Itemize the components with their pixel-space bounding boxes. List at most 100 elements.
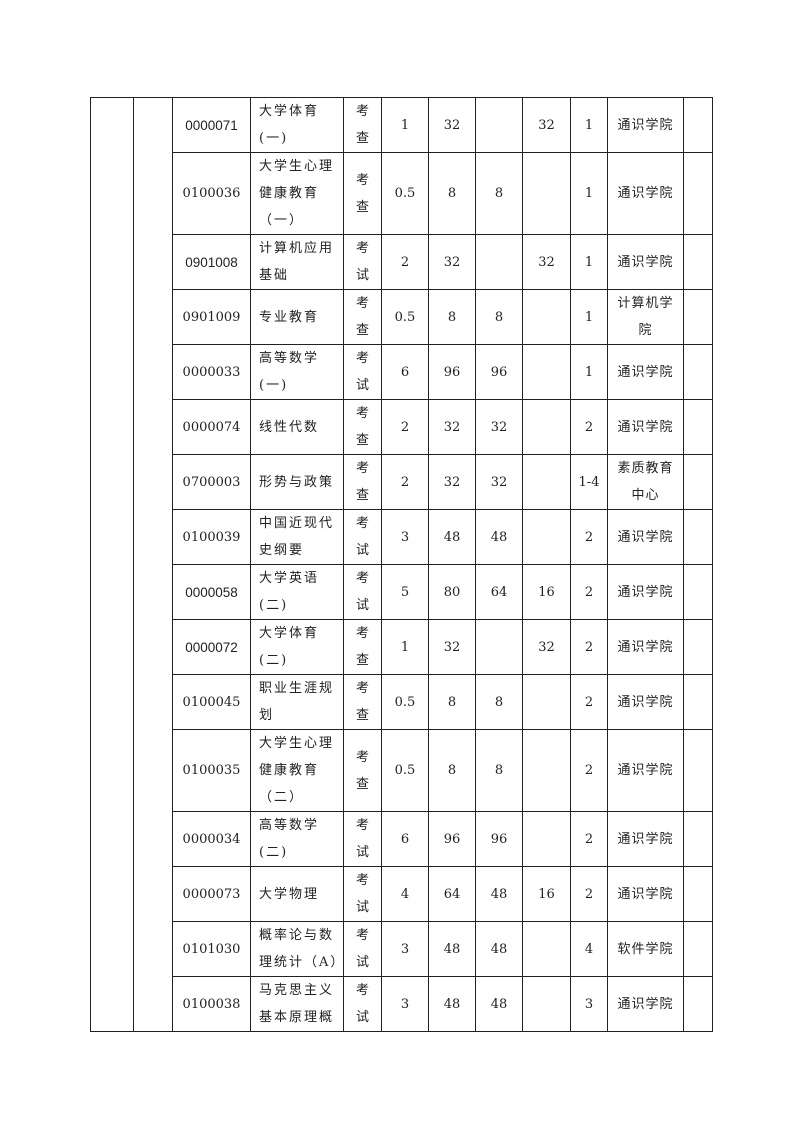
practice-hours-cell [522, 729, 571, 812]
note-cell [683, 509, 713, 565]
credits-cell: 0.5 [381, 674, 429, 730]
exam-type-cell: 考 查 [343, 399, 382, 455]
course-name-cell: 大学生心理 健康教育 （二） [250, 729, 344, 812]
practice-hours-cell [522, 454, 571, 510]
practice-hours-cell [522, 289, 571, 345]
course-name-cell: 职业生涯规 划 [250, 674, 344, 730]
semester-cell: 2 [570, 564, 608, 620]
practice-hours-cell: 16 [522, 866, 571, 922]
exam-type-cell: 考 查 [343, 289, 382, 345]
credits-cell: 0.5 [381, 729, 429, 812]
exam-type-cell: 考 查 [343, 97, 382, 153]
department-cell: 通识学院 [607, 729, 684, 812]
note-cell [683, 289, 713, 345]
credits-cell: 6 [381, 811, 429, 867]
total-hours-cell: 80 [428, 564, 476, 620]
practice-hours-cell [522, 674, 571, 730]
total-hours-cell: 32 [428, 234, 476, 290]
total-hours-cell: 48 [428, 509, 476, 565]
department-cell: 计算机学 院 [607, 289, 684, 345]
department-cell: 软件学院 [607, 921, 684, 977]
credits-cell: 2 [381, 234, 429, 290]
semester-cell: 1 [570, 289, 608, 345]
department-cell: 通识学院 [607, 811, 684, 867]
table-row: 0100039 中国近现代 史纲要考 试 3 48 48 2 通识学院 [91, 509, 713, 565]
category-cell [90, 97, 134, 1032]
note-cell [683, 564, 713, 620]
lecture-hours-cell: 32 [475, 399, 523, 455]
semester-cell: 2 [570, 729, 608, 812]
table-row: 0000073 大学物理考 试 4 64 48 16 2 通识学院 [91, 866, 713, 922]
semester-cell: 1 [570, 234, 608, 290]
semester-cell: 2 [570, 811, 608, 867]
department-cell: 素质教育 中心 [607, 454, 684, 510]
total-hours-cell: 96 [428, 811, 476, 867]
table-row: 0100045 职业生涯规 划考 查 0.5 8 8 2 通识学院 [91, 674, 713, 730]
department-cell: 通识学院 [607, 619, 684, 675]
exam-type-cell: 考 试 [343, 866, 382, 922]
total-hours-cell: 32 [428, 454, 476, 510]
lecture-hours-cell: 32 [475, 454, 523, 510]
table-row: 0100036 大学生心理 健康教育 （一）考 查 0.5 8 8 1 通识学院 [91, 152, 713, 235]
department-cell: 通识学院 [607, 866, 684, 922]
table-row: 0000072 大学体育 (二) 考 查 1 32 32 2 通识学院 [91, 619, 713, 675]
department-cell: 通识学院 [607, 564, 684, 620]
note-cell [683, 97, 713, 153]
practice-hours-cell: 32 [522, 234, 571, 290]
course-name-cell: 马克思主义 基本原理概 [250, 976, 344, 1032]
course-code-cell: 0000072 [172, 619, 251, 675]
course-table-body: 0000071 大学体育 (一) 考 查 1 32 32 1 通识学院 0100036 大学生心理… [90, 97, 713, 1032]
practice-hours-cell [522, 509, 571, 565]
department-cell: 通识学院 [607, 399, 684, 455]
note-cell [683, 619, 713, 675]
table-row: 0000071 大学体育 (一) 考 查 1 32 32 1 通识学院 [90, 97, 713, 1032]
course-name-cell: 概率论与数 理统计（A） [250, 921, 344, 977]
exam-type-cell: 考 查 [343, 619, 382, 675]
note-cell [683, 976, 713, 1032]
lecture-hours-cell: 48 [475, 509, 523, 565]
course-name-cell: 高等数学 (二) [250, 811, 344, 867]
note-cell [683, 152, 713, 235]
total-hours-cell: 96 [428, 344, 476, 400]
table-row: 0100035 大学生心理 健康教育 （二）考 查 0.5 8 8 2 通识学院 [91, 729, 713, 812]
table-row: 0000058 大学英语 (二) 考 试 5 80 64 16 2 通识学院 [91, 564, 713, 620]
course-code-cell: 0000071 [172, 97, 251, 153]
course-name-cell: 计算机应用 基础 [250, 234, 344, 290]
course-code-cell: 0901008 [172, 234, 251, 290]
course-name-cell: 专业教育 [250, 289, 344, 345]
total-hours-cell: 8 [428, 729, 476, 812]
department-cell: 通识学院 [607, 234, 684, 290]
total-hours-cell: 48 [428, 921, 476, 977]
note-cell [683, 921, 713, 977]
semester-cell: 1 [570, 344, 608, 400]
credits-cell: 2 [381, 399, 429, 455]
course-table: 0000071 大学体育 (一) 考 查 1 32 32 1 通识学院 0100036 大学生心理… [90, 97, 713, 1032]
course-code-cell: 0000074 [172, 399, 251, 455]
lecture-hours-cell: 64 [475, 564, 523, 620]
credits-cell: 1 [381, 97, 429, 153]
exam-type-cell: 考 查 [343, 152, 382, 235]
total-hours-cell: 64 [428, 866, 476, 922]
course-code-cell: 0000058 [172, 564, 251, 620]
practice-hours-cell [522, 976, 571, 1032]
note-cell [683, 344, 713, 400]
exam-type-cell: 考 试 [343, 976, 382, 1032]
course-name-cell: 大学体育 (二) [250, 619, 344, 675]
exam-type-cell: 考 试 [343, 509, 382, 565]
table-row: 0700003 形势与政策考 查 2 32 32 1-4 素质教育 中心 [91, 454, 713, 510]
course-code-cell: 0101030 [172, 921, 251, 977]
semester-cell: 1-4 [570, 454, 608, 510]
course-code-cell: 0100039 [172, 509, 251, 565]
semester-cell: 1 [570, 97, 608, 153]
practice-hours-cell [522, 152, 571, 235]
course-code-cell: 0000073 [172, 866, 251, 922]
credits-cell: 1 [381, 619, 429, 675]
table-row: 0000074 线性代数考 查 2 32 32 2 通识学院 [91, 399, 713, 455]
lecture-hours-cell: 48 [475, 976, 523, 1032]
exam-type-cell: 考 查 [343, 729, 382, 812]
course-code-cell: 0100035 [172, 729, 251, 812]
table-row: 0000033 高等数学 (一) 考 试 6 96 96 1 通识学院 [91, 344, 713, 400]
course-code-cell: 0000033 [172, 344, 251, 400]
practice-hours-cell: 16 [522, 564, 571, 620]
lecture-hours-cell: 48 [475, 921, 523, 977]
